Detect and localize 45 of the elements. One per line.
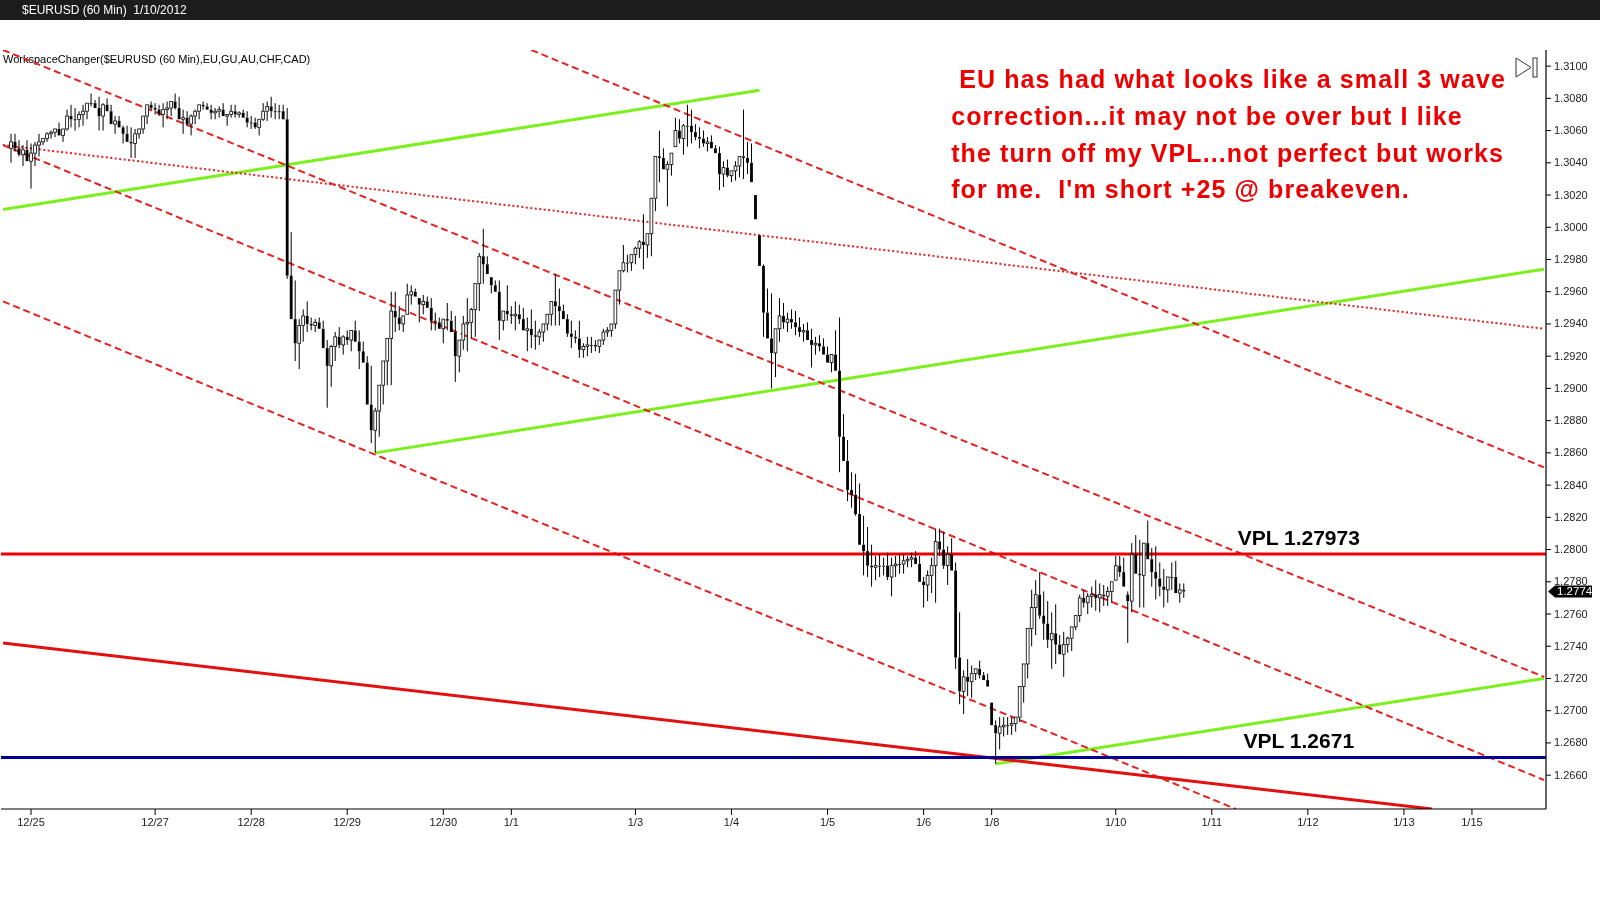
x-tick-label: 1/15 — [1461, 816, 1483, 828]
y-tick-label: 1.2760 — [1554, 607, 1588, 620]
ref-line-label: VPL 1.27973 — [1237, 525, 1360, 549]
x-tick-label: 1/4 — [723, 816, 740, 828]
y-tick-label: 1.2900 — [1554, 381, 1588, 394]
y-tick-label: 1.2860 — [1554, 446, 1588, 459]
y-tick-label: 1.2880 — [1554, 414, 1588, 427]
chart-subtitle: WorkspaceChanger($EURUSD (60 Min),EU,GU,AU,CHF,CAD) — [3, 53, 311, 65]
y-tick-label: 1.3060 — [1554, 124, 1588, 137]
x-tick-label: 12/30 — [429, 816, 458, 828]
x-tick-label: 12/29 — [333, 816, 361, 828]
x-tick-label: 1/1 — [503, 816, 519, 828]
x-tick-label: 1/3 — [627, 816, 644, 828]
text: 1.2774 — [1557, 585, 1593, 598]
y-tick-label: 1.2780 — [1554, 575, 1588, 588]
y-tick-label: 1.3020 — [1554, 188, 1588, 201]
x-tick-label: 12/25 — [17, 816, 45, 828]
y-tick-label: 1.3040 — [1554, 156, 1588, 169]
y-tick-label: 1.2840 — [1554, 478, 1588, 491]
y-tick-label: 1.2680 — [1554, 736, 1588, 749]
annotation: EU has had what looks like a small 3 wave correction...it may not be over but I like the turn off my VPL...not perfect but works for me. I'm short +25 @ breakeven. — [951, 65, 1506, 204]
y-tick-label: 1.2980 — [1554, 252, 1588, 265]
y-tick-label: 1.3100 — [1554, 59, 1588, 72]
x-tick-label: 1/11 — [1201, 816, 1223, 828]
x-tick-label: 1/12 — [1297, 816, 1319, 828]
x-tick-label: 12/27 — [141, 816, 169, 828]
y-tick-label: 1.2660 — [1554, 768, 1588, 781]
ref-line-label: VPL 1.2671 — [1243, 729, 1355, 753]
y-tick-label: 1.2820 — [1554, 510, 1588, 523]
chart-title: $EURUSD (60 Min) 1/10/2012 — [22, 3, 188, 17]
y-tick-label: 1.2740 — [1554, 639, 1588, 652]
x-tick-label: 1/10 — [1105, 816, 1127, 828]
y-tick-label: 1.2720 — [1554, 671, 1588, 684]
y-tick-label: 1.2960 — [1554, 285, 1588, 298]
y-tick-label: 1.2940 — [1554, 317, 1588, 330]
x-tick-label: 1/8 — [983, 816, 1000, 828]
y-tick-label: 1.2920 — [1554, 349, 1588, 362]
y-tick-label: 1.2800 — [1554, 543, 1588, 556]
y-tick-label: 1.3000 — [1554, 220, 1588, 233]
y-tick-label: 1.2700 — [1554, 704, 1588, 717]
y-tick-label: 1.3080 — [1554, 91, 1588, 104]
x-tick-label: 1/13 — [1393, 816, 1415, 828]
x-tick-label: 1/6 — [915, 816, 932, 828]
x-tick-label: 12/28 — [237, 816, 265, 828]
x-tick-label: 1/5 — [819, 816, 836, 828]
